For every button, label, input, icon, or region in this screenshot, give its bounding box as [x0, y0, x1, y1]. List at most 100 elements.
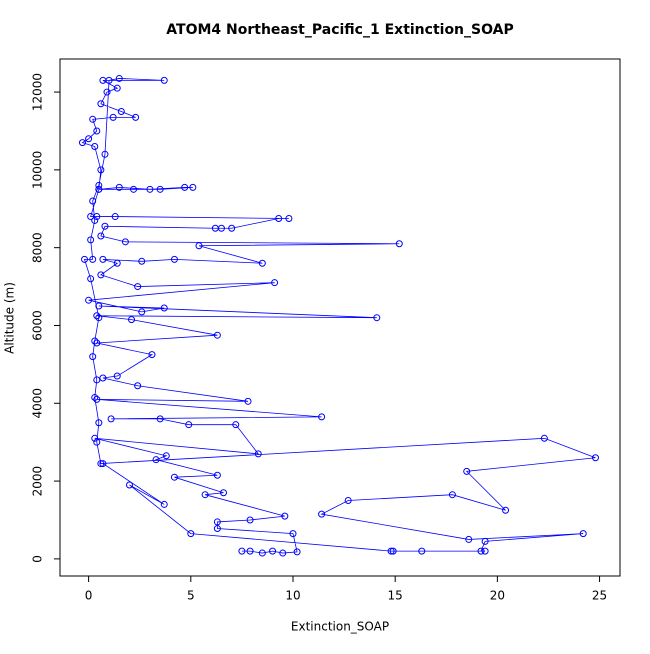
data-point	[93, 376, 101, 384]
data-point	[502, 506, 510, 514]
data-point	[160, 500, 168, 508]
data-point	[275, 214, 283, 222]
data-line	[81, 78, 596, 554]
data-point	[101, 150, 109, 158]
data-point	[318, 413, 326, 421]
y-tick-label: 4000	[31, 388, 45, 419]
data-point	[138, 257, 146, 265]
data-point	[97, 271, 105, 279]
data-point	[113, 84, 121, 92]
data-point	[170, 473, 178, 481]
y-tick-label: 12000	[31, 73, 45, 111]
data-point	[81, 255, 89, 263]
data-point	[246, 516, 254, 524]
y-tick-label: 0	[31, 555, 45, 563]
data-point	[97, 232, 105, 240]
data-point	[373, 314, 381, 322]
data-point	[389, 547, 397, 555]
x-tick-label: 10	[285, 589, 300, 603]
data-point	[78, 139, 86, 147]
y-tick-label: 8000	[31, 232, 45, 263]
data-point	[115, 74, 123, 82]
chart-title: ATOM4 Northeast_Pacific_1 Extinction_SOA…	[166, 22, 513, 38]
data-point	[128, 316, 136, 324]
data-point	[418, 547, 426, 555]
data-point	[125, 481, 133, 489]
y-tick-label: 10000	[31, 151, 45, 189]
data-point	[448, 491, 456, 499]
x-tick-label: 20	[490, 589, 505, 603]
data-point	[95, 419, 103, 427]
data-point	[93, 339, 101, 347]
data-point	[89, 353, 97, 361]
data-point	[99, 460, 107, 468]
data-point	[91, 393, 99, 401]
data-point	[289, 530, 297, 538]
data-point	[99, 374, 107, 382]
data-point	[93, 312, 101, 320]
data-point	[481, 547, 489, 555]
data-point	[246, 547, 254, 555]
data-point	[160, 304, 168, 312]
data-point	[344, 497, 352, 505]
x-axis-label: Extinction_SOAP	[291, 620, 389, 634]
y-tick-label: 6000	[31, 310, 45, 341]
data-point	[258, 259, 266, 267]
data-point	[148, 351, 156, 359]
data-point	[465, 535, 473, 543]
data-point	[579, 530, 587, 538]
x-tick-label: 0	[85, 589, 93, 603]
data-point	[85, 296, 93, 304]
data-point	[146, 185, 154, 193]
data-point	[269, 547, 277, 555]
y-axis-label: Altitude (m)	[3, 282, 17, 354]
x-tick-label: 15	[388, 589, 403, 603]
data-point	[477, 547, 485, 555]
data-point	[97, 100, 105, 108]
data-point	[101, 222, 109, 230]
data-point	[463, 467, 471, 475]
data-point	[95, 302, 103, 310]
x-tick-label: 25	[592, 589, 607, 603]
data-point	[93, 395, 101, 403]
data-point	[91, 143, 99, 151]
data-point	[160, 76, 168, 84]
data-point	[258, 549, 266, 557]
data-point	[189, 183, 197, 191]
data-point	[85, 135, 93, 143]
data-point	[170, 255, 178, 263]
data-point	[113, 259, 121, 267]
data-point	[121, 238, 129, 246]
data-point	[113, 372, 121, 380]
data-point	[387, 547, 395, 555]
data-point	[395, 240, 403, 248]
data-point	[89, 197, 97, 205]
data-point	[134, 283, 142, 291]
data-point	[195, 242, 203, 250]
data-point	[87, 236, 95, 244]
data-point	[217, 224, 225, 232]
data-point	[185, 421, 193, 429]
data-point	[105, 76, 113, 84]
y-tick-label: 2000	[31, 466, 45, 497]
data-point	[95, 181, 103, 189]
data-point	[132, 113, 140, 121]
data-point	[97, 460, 105, 468]
data-point	[117, 108, 125, 116]
data-point	[91, 337, 99, 345]
data-point	[95, 185, 103, 193]
data-point	[201, 491, 209, 499]
data-point	[91, 216, 99, 224]
data-point	[152, 456, 160, 464]
data-point	[91, 434, 99, 442]
data-point	[232, 421, 240, 429]
data-point	[97, 166, 105, 174]
data-point	[293, 548, 301, 556]
data-point	[93, 127, 101, 135]
data-point	[540, 434, 548, 442]
data-point	[107, 415, 115, 423]
data-point	[213, 471, 221, 479]
data-point	[115, 183, 123, 191]
data-point	[99, 255, 107, 263]
data-point	[87, 213, 95, 221]
